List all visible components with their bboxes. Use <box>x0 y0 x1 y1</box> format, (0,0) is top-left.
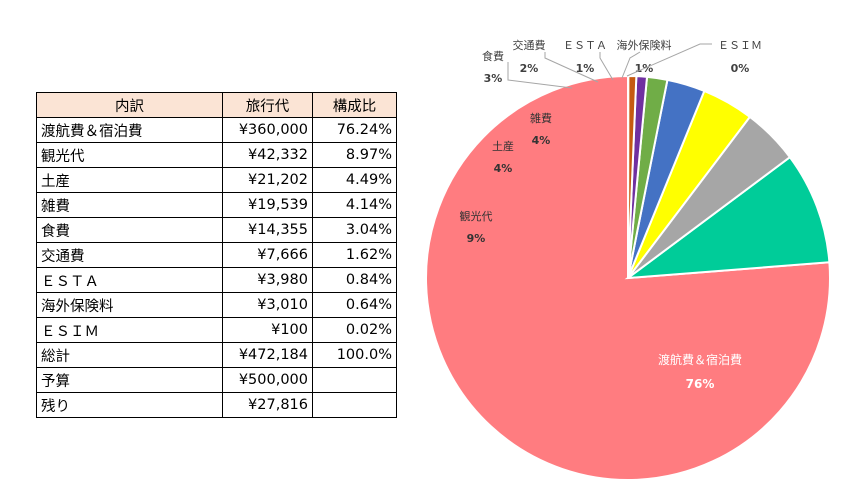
slice-name-label: ＥＳＩＭ <box>718 39 762 52</box>
cell-ratio: 8.97% <box>312 142 397 168</box>
cell-ratio: 0.64% <box>312 292 397 318</box>
pie-slice <box>624 155 831 280</box>
table-row: 観光代 ¥42,332 8.97% <box>36 142 397 168</box>
cell-cost: ¥3,010 <box>222 292 313 318</box>
summary-row: 予算 ¥500,000 <box>36 367 397 393</box>
cell-item: 渡航費＆宿泊費 <box>36 117 223 143</box>
leader-line <box>599 52 614 81</box>
slice-name-label: 渡航費＆宿泊費 <box>658 352 742 367</box>
slice-percent-label: 9% <box>467 232 486 245</box>
slice-name-label: 海外保険料 <box>617 38 672 52</box>
table-row: 渡航費＆宿泊費 ¥360,000 76.24% <box>36 117 397 143</box>
cell-ratio: 76.24% <box>312 117 397 143</box>
header-item: 内訳 <box>36 92 223 118</box>
leader-line <box>544 52 599 83</box>
leader-line <box>626 43 712 77</box>
cell-ratio: 4.14% <box>312 192 397 218</box>
cell-item: 交通費 <box>36 242 223 268</box>
slice-percent-label: 2% <box>520 62 539 75</box>
cell-ratio: 4.49% <box>312 167 397 193</box>
cell-cost: ¥27,816 <box>222 392 313 418</box>
slice-percent-label: 4% <box>494 162 513 175</box>
cell-item: 予算 <box>36 367 223 393</box>
cell-item: 食費 <box>36 217 223 243</box>
slice-name-label: 観光代 <box>460 209 493 223</box>
table-row: 交通費 ¥7,666 1.62% <box>36 242 397 268</box>
cell-cost: ¥14,355 <box>222 217 313 243</box>
slice-name-label: 雑費 <box>530 111 552 125</box>
table-row: 土産 ¥21,202 4.49% <box>36 167 397 193</box>
table-header-row: 内訳 旅行代 構成比 <box>36 92 397 118</box>
slice-percent-label: 76% <box>686 377 715 391</box>
table-row: 海外保険料 ¥3,010 0.64% <box>36 292 397 318</box>
cell-ratio: 1.62% <box>312 242 397 268</box>
slice-percent-label: 4% <box>532 134 551 147</box>
leader-line <box>621 51 641 79</box>
cell-ratio: 0.02% <box>312 317 397 343</box>
slice-name-label: 食費 <box>482 49 504 63</box>
cell-item: ＥＳＩＭ <box>36 317 223 343</box>
cell-ratio: 100.0% <box>312 342 397 368</box>
slice-name-label: ＥＳＴＡ <box>563 39 607 52</box>
slice-name-label: 土産 <box>492 140 514 153</box>
cell-ratio <box>312 392 397 418</box>
slice-percent-label: 1% <box>576 62 595 75</box>
cell-item: 残り <box>36 392 223 418</box>
cell-cost: ¥42,332 <box>222 142 313 168</box>
summary-row: 残り ¥27,816 <box>36 392 397 418</box>
budget-table: 内訳 旅行代 構成比 渡航費＆宿泊費 ¥360,000 76.24% 観光代 ¥42,3… <box>36 92 397 418</box>
slice-name-label: 交通費 <box>513 38 546 52</box>
table-row: 雑費 ¥19,539 4.14% <box>36 192 397 218</box>
leader-line <box>507 62 573 89</box>
cell-item: 土産 <box>36 167 223 193</box>
cell-item: ＥＳＴＡ <box>36 267 223 293</box>
slice-percent-label: 3% <box>484 72 503 85</box>
cell-cost: ¥360,000 <box>222 117 313 143</box>
slice-percent-label: 0% <box>731 62 750 75</box>
table-row: 食費 ¥14,355 3.04% <box>36 217 397 243</box>
cell-cost: ¥21,202 <box>222 167 313 193</box>
